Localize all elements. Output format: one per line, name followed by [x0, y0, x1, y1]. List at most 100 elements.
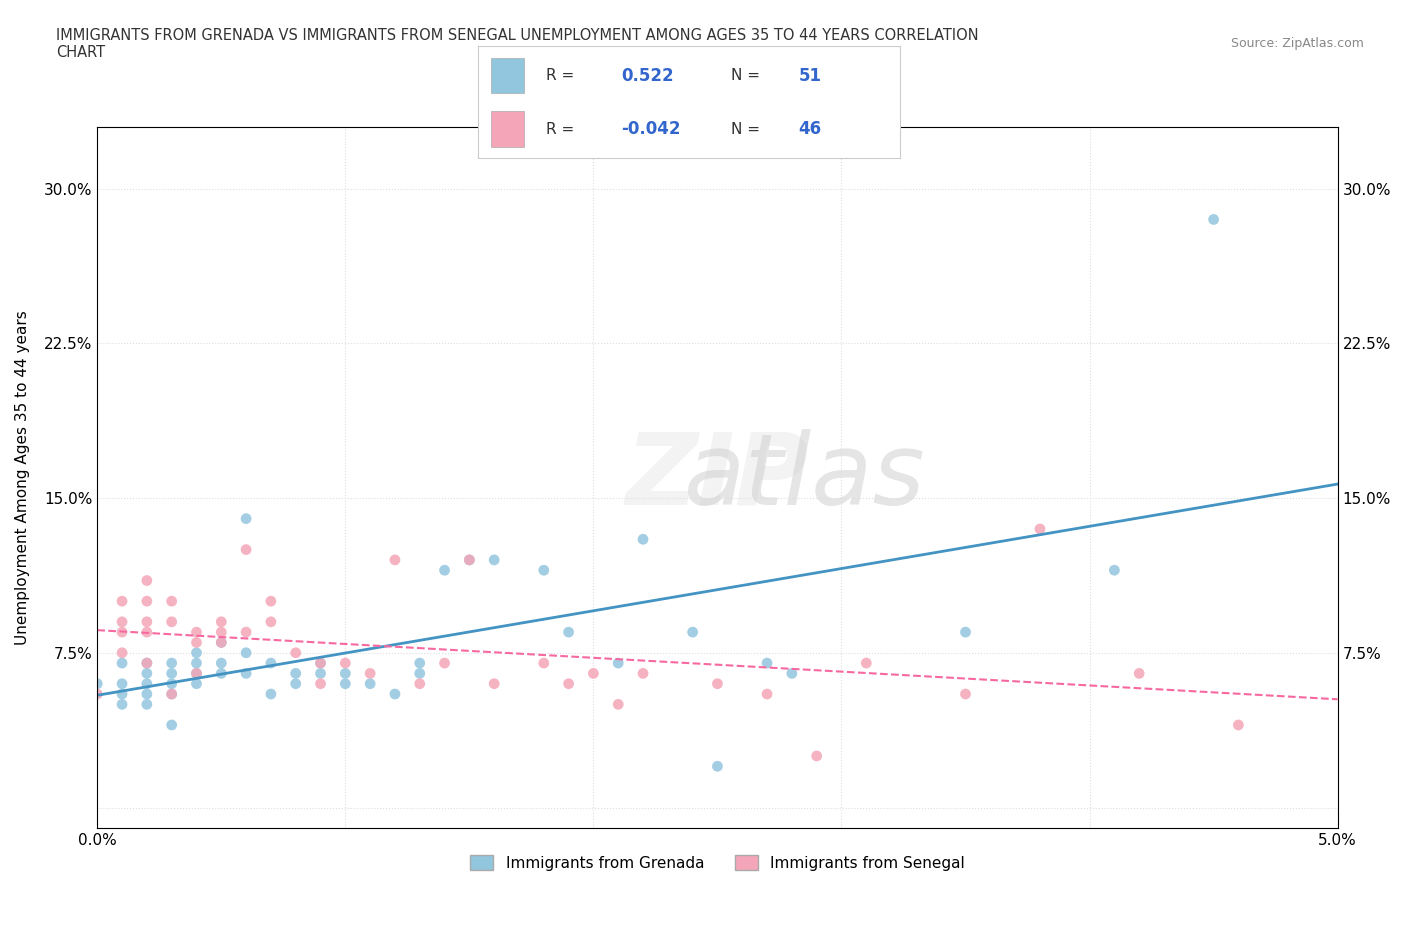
Point — [160, 686, 183, 701]
Text: 0.522: 0.522 — [621, 67, 673, 85]
Point — [209, 666, 232, 681]
Point — [433, 656, 456, 671]
Point — [284, 676, 307, 691]
Point — [260, 686, 283, 701]
Point — [955, 625, 977, 640]
Point — [160, 593, 183, 608]
Point — [309, 656, 332, 671]
Point — [135, 615, 157, 630]
Y-axis label: Unemployment Among Ages 35 to 44 years: Unemployment Among Ages 35 to 44 years — [15, 310, 30, 644]
Point — [682, 625, 704, 640]
Point — [409, 676, 432, 691]
Point — [111, 656, 134, 671]
Point — [1029, 522, 1052, 537]
Point — [235, 666, 257, 681]
Point — [335, 676, 357, 691]
Point — [335, 666, 357, 681]
Point — [384, 686, 406, 701]
Point — [631, 666, 654, 681]
Text: 51: 51 — [799, 67, 821, 85]
Point — [135, 625, 157, 640]
Point — [235, 645, 257, 660]
Point — [209, 615, 232, 630]
Point — [384, 552, 406, 567]
Point — [335, 656, 357, 671]
Point — [135, 656, 157, 671]
Point — [135, 676, 157, 691]
Text: R =: R = — [546, 122, 574, 137]
Point — [209, 635, 232, 650]
Point — [135, 593, 157, 608]
Point — [1128, 666, 1150, 681]
Text: N =: N = — [731, 68, 761, 83]
Point — [209, 656, 232, 671]
Point — [533, 656, 555, 671]
Point — [1227, 718, 1250, 733]
Text: R =: R = — [546, 68, 574, 83]
Point — [482, 676, 505, 691]
Point — [186, 656, 208, 671]
Point — [780, 666, 803, 681]
Point — [160, 686, 183, 701]
Point — [855, 656, 877, 671]
Point — [482, 552, 505, 567]
Point — [582, 666, 605, 681]
FancyBboxPatch shape — [491, 112, 524, 147]
Point — [235, 512, 257, 526]
Point — [160, 718, 183, 733]
Text: atlas: atlas — [683, 429, 925, 525]
Point — [309, 676, 332, 691]
Text: IMMIGRANTS FROM GRENADA VS IMMIGRANTS FROM SENEGAL UNEMPLOYMENT AMONG AGES 35 TO: IMMIGRANTS FROM GRENADA VS IMMIGRANTS FR… — [56, 28, 979, 60]
Point — [160, 676, 183, 691]
Point — [135, 573, 157, 588]
Point — [631, 532, 654, 547]
Text: -0.042: -0.042 — [621, 120, 681, 138]
Point — [135, 686, 157, 701]
Point — [186, 635, 208, 650]
Point — [186, 625, 208, 640]
Point — [86, 676, 108, 691]
Point — [806, 749, 828, 764]
Point — [284, 666, 307, 681]
Point — [284, 645, 307, 660]
Point — [186, 676, 208, 691]
Point — [458, 552, 481, 567]
Text: N =: N = — [731, 122, 761, 137]
Legend: Immigrants from Grenada, Immigrants from Senegal: Immigrants from Grenada, Immigrants from… — [464, 848, 970, 877]
Text: ZIP: ZIP — [626, 429, 808, 525]
Point — [186, 645, 208, 660]
Point — [433, 563, 456, 578]
Point — [557, 676, 579, 691]
Text: 46: 46 — [799, 120, 821, 138]
Point — [359, 666, 381, 681]
Point — [458, 552, 481, 567]
Point — [359, 676, 381, 691]
Point — [1104, 563, 1126, 578]
Point — [86, 686, 108, 701]
Point — [209, 625, 232, 640]
Point — [756, 656, 779, 671]
Point — [706, 759, 728, 774]
Point — [409, 656, 432, 671]
Point — [160, 656, 183, 671]
Point — [607, 656, 630, 671]
FancyBboxPatch shape — [491, 58, 524, 93]
Point — [135, 666, 157, 681]
Point — [260, 656, 283, 671]
Point — [186, 666, 208, 681]
Point — [111, 645, 134, 660]
Point — [135, 697, 157, 711]
Point — [186, 666, 208, 681]
Point — [111, 686, 134, 701]
Point — [160, 615, 183, 630]
Point — [209, 635, 232, 650]
Point — [260, 615, 283, 630]
Point — [309, 666, 332, 681]
Point — [111, 615, 134, 630]
Point — [533, 563, 555, 578]
Point — [557, 625, 579, 640]
Point — [955, 686, 977, 701]
Point — [756, 686, 779, 701]
Point — [111, 593, 134, 608]
Point — [160, 666, 183, 681]
